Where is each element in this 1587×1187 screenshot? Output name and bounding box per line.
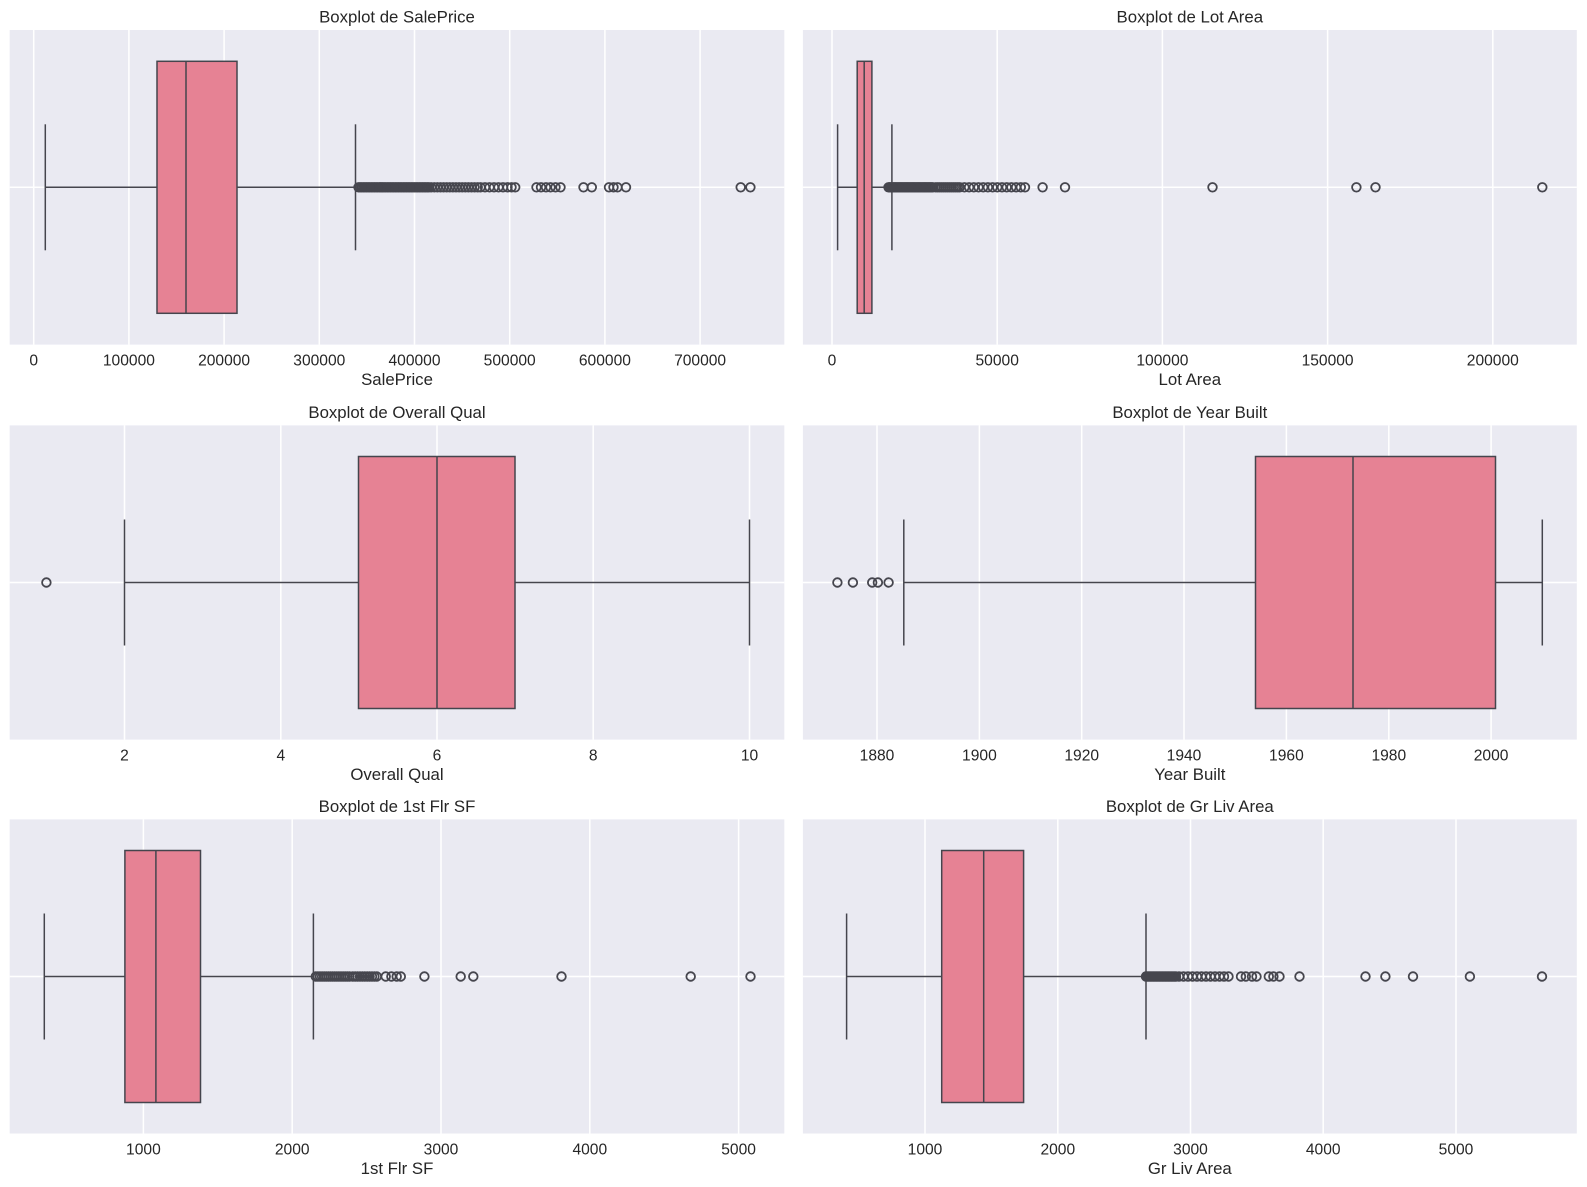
svg-text:Boxplot de Overall Qual: Boxplot de Overall Qual: [308, 403, 485, 422]
svg-text:4000: 4000: [572, 1142, 607, 1159]
svg-text:SalePrice: SalePrice: [361, 370, 433, 389]
svg-text:2000: 2000: [1474, 748, 1509, 765]
svg-text:6: 6: [433, 748, 442, 765]
svg-text:1st Flr SF: 1st Flr SF: [361, 1159, 434, 1178]
svg-text:1940: 1940: [1167, 748, 1202, 765]
svg-text:200000: 200000: [1467, 353, 1519, 370]
svg-text:600000: 600000: [579, 353, 631, 370]
svg-text:3000: 3000: [1173, 1142, 1208, 1159]
svg-text:100000: 100000: [103, 353, 155, 370]
svg-text:400000: 400000: [388, 353, 440, 370]
svg-text:Boxplot de SalePrice: Boxplot de SalePrice: [319, 7, 475, 26]
svg-text:1920: 1920: [1064, 748, 1099, 765]
svg-text:Year Built: Year Built: [1154, 765, 1226, 784]
svg-text:Overall Qual: Overall Qual: [350, 765, 443, 784]
svg-text:2: 2: [120, 748, 129, 765]
svg-text:8: 8: [589, 748, 598, 765]
svg-text:4: 4: [276, 748, 285, 765]
svg-text:Boxplot de Gr Liv Area: Boxplot de Gr Liv Area: [1106, 797, 1275, 816]
svg-text:4000: 4000: [1306, 1142, 1341, 1159]
svg-text:1880: 1880: [860, 748, 895, 765]
svg-text:0: 0: [828, 353, 837, 370]
svg-text:50000: 50000: [976, 353, 1020, 370]
svg-text:150000: 150000: [1302, 353, 1354, 370]
svg-text:0: 0: [29, 353, 38, 370]
svg-text:1980: 1980: [1371, 748, 1406, 765]
svg-text:2000: 2000: [275, 1142, 310, 1159]
svg-text:2000: 2000: [1040, 1142, 1075, 1159]
svg-text:100000: 100000: [1136, 353, 1188, 370]
svg-text:1000: 1000: [126, 1142, 161, 1159]
svg-text:500000: 500000: [484, 353, 536, 370]
svg-text:300000: 300000: [293, 353, 345, 370]
svg-text:5000: 5000: [1439, 1142, 1474, 1159]
svg-text:Boxplot de Year Built: Boxplot de Year Built: [1112, 403, 1267, 422]
svg-text:5000: 5000: [721, 1142, 756, 1159]
svg-text:200000: 200000: [198, 353, 250, 370]
svg-text:10: 10: [741, 748, 759, 765]
svg-text:Lot Area: Lot Area: [1159, 370, 1222, 389]
svg-text:1000: 1000: [908, 1142, 943, 1159]
svg-text:3000: 3000: [424, 1142, 459, 1159]
svg-text:1960: 1960: [1269, 748, 1304, 765]
svg-text:Boxplot de 1st Flr SF: Boxplot de 1st Flr SF: [319, 797, 476, 816]
svg-text:Gr Liv Area: Gr Liv Area: [1148, 1159, 1233, 1178]
svg-text:700000: 700000: [674, 353, 726, 370]
svg-text:1900: 1900: [962, 748, 997, 765]
svg-text:Boxplot de Lot Area: Boxplot de Lot Area: [1117, 7, 1264, 26]
